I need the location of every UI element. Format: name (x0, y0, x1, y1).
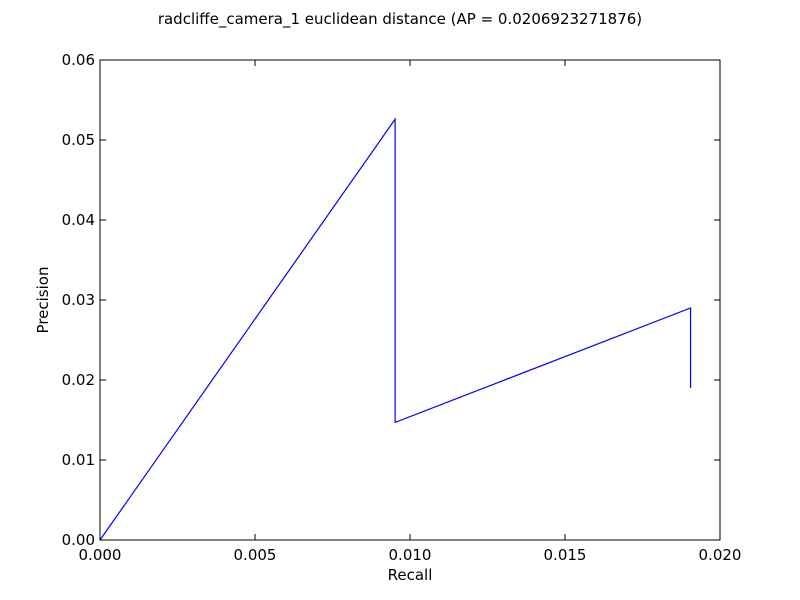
x-tick-label: 0.015 (544, 546, 587, 564)
y-tick-label: 0.06 (62, 51, 95, 69)
plot-frame (99, 59, 721, 541)
y-tick-label: 0.04 (62, 211, 95, 229)
chart-title: radcliffe_camera_1 euclidean distance (A… (158, 10, 642, 29)
y-axis-label: Precision (34, 267, 52, 334)
y-tick-label: 0.02 (62, 371, 95, 389)
series-line (99, 117, 692, 541)
ticks-layer: 0.000 0.005 0.010 0.015 0.020 0.00 0.01 0.02 0.0… (62, 51, 742, 564)
y-tick-label: 0.05 (62, 131, 95, 149)
x-tick-label: 0.005 (234, 546, 277, 564)
x-axis-label: Recall (388, 566, 433, 584)
series-layer (99, 117, 692, 541)
y-tick-label: 0.01 (62, 451, 95, 469)
y-tick-label: 0.00 (62, 531, 95, 549)
x-tick-label: 0.000 (79, 546, 122, 564)
x-tick-label: 0.020 (699, 546, 742, 564)
y-tick-label: 0.03 (62, 291, 95, 309)
x-tick-label: 0.010 (389, 546, 432, 564)
